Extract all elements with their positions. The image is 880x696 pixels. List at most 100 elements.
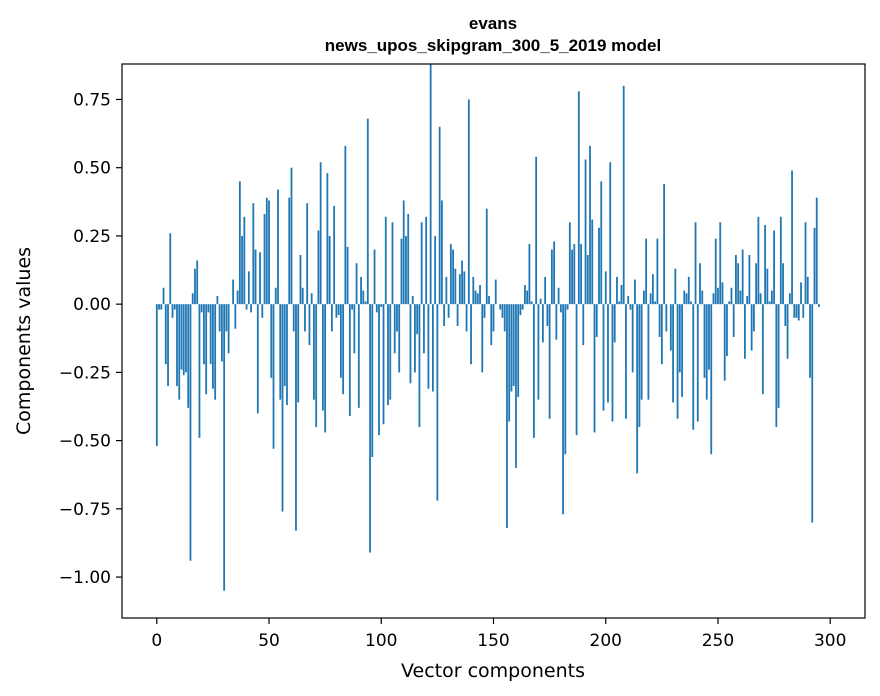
bar (297, 304, 300, 403)
bar (324, 304, 327, 433)
bar (804, 222, 807, 305)
bar (593, 304, 596, 433)
bar (701, 290, 704, 305)
bar (279, 304, 282, 400)
y-tick-label: −0.50 (59, 432, 111, 452)
bar (811, 304, 814, 523)
bar (425, 216, 428, 305)
bar (158, 304, 160, 310)
bar (517, 304, 520, 397)
bar (539, 298, 542, 305)
bar (185, 304, 187, 373)
bar (178, 304, 181, 400)
bar (310, 293, 313, 305)
bar (530, 301, 533, 305)
bar (254, 249, 257, 305)
bar (654, 301, 657, 305)
bar (616, 276, 618, 305)
bar (344, 145, 347, 305)
bar (259, 252, 261, 305)
bar (586, 255, 589, 305)
bar (723, 304, 726, 381)
bar (746, 295, 749, 305)
x-tick-label: 250 (702, 631, 734, 651)
bar (234, 304, 237, 329)
bar (391, 222, 394, 305)
bar (690, 301, 692, 305)
bar (207, 304, 210, 313)
bar (427, 304, 430, 389)
bar (559, 304, 562, 313)
bar (436, 304, 439, 501)
bar (564, 304, 567, 455)
y-tick-label: 0.75 (73, 90, 111, 110)
y-axis-title: Components values (13, 247, 35, 435)
bar (620, 285, 623, 305)
bar (708, 304, 710, 370)
bar (268, 200, 270, 305)
y-tick-label: −0.25 (59, 363, 111, 383)
bar (737, 263, 740, 305)
bar (313, 304, 315, 400)
bar (420, 222, 423, 305)
bar (290, 167, 293, 305)
bar (696, 304, 699, 422)
chart-title-line1: evans (469, 14, 517, 33)
bar (236, 290, 239, 305)
bar (647, 304, 650, 400)
bar (813, 227, 816, 305)
bar (611, 304, 614, 422)
bar (171, 304, 174, 318)
bar (286, 304, 288, 406)
bar (353, 304, 356, 354)
bar (629, 304, 632, 310)
bar (301, 287, 304, 305)
bar (786, 304, 789, 359)
bar (423, 304, 425, 354)
bar (209, 304, 212, 365)
bar (200, 304, 203, 313)
bar (622, 85, 625, 305)
bar (550, 249, 553, 305)
bar (546, 304, 549, 326)
bar (176, 304, 178, 387)
y-tick-label: 0.00 (73, 295, 111, 315)
bar (508, 304, 511, 422)
bar (351, 304, 353, 310)
bar (515, 304, 517, 468)
bar (660, 304, 663, 365)
bar (730, 287, 733, 305)
bar (418, 304, 421, 427)
bar (416, 304, 419, 335)
bar (501, 304, 504, 318)
bar (634, 279, 636, 305)
bar (779, 216, 782, 305)
bar (458, 274, 461, 305)
bar (272, 304, 275, 449)
bar (328, 235, 331, 305)
bar (571, 249, 573, 305)
bar (463, 271, 466, 305)
bar (295, 304, 297, 531)
bar (782, 263, 784, 305)
bar (490, 304, 493, 346)
y-axis: 0.75 0.50 0.25 0.00 −0.25 −0.50 −0.75 −1.00 (59, 90, 122, 588)
bar (389, 304, 392, 400)
bar (777, 304, 780, 408)
bar (636, 304, 639, 474)
bar (405, 235, 407, 305)
bar (194, 268, 196, 305)
bar (472, 276, 475, 305)
bar (575, 304, 578, 436)
bar (627, 295, 630, 305)
bar (784, 304, 787, 326)
bar (182, 304, 185, 376)
y-tick-label: −0.75 (59, 500, 111, 520)
bar (510, 304, 513, 392)
bar (665, 304, 668, 332)
bar (568, 222, 571, 305)
bar (766, 268, 769, 305)
bar (155, 304, 158, 447)
bar (748, 255, 751, 305)
x-tick-label: 100 (365, 631, 397, 651)
